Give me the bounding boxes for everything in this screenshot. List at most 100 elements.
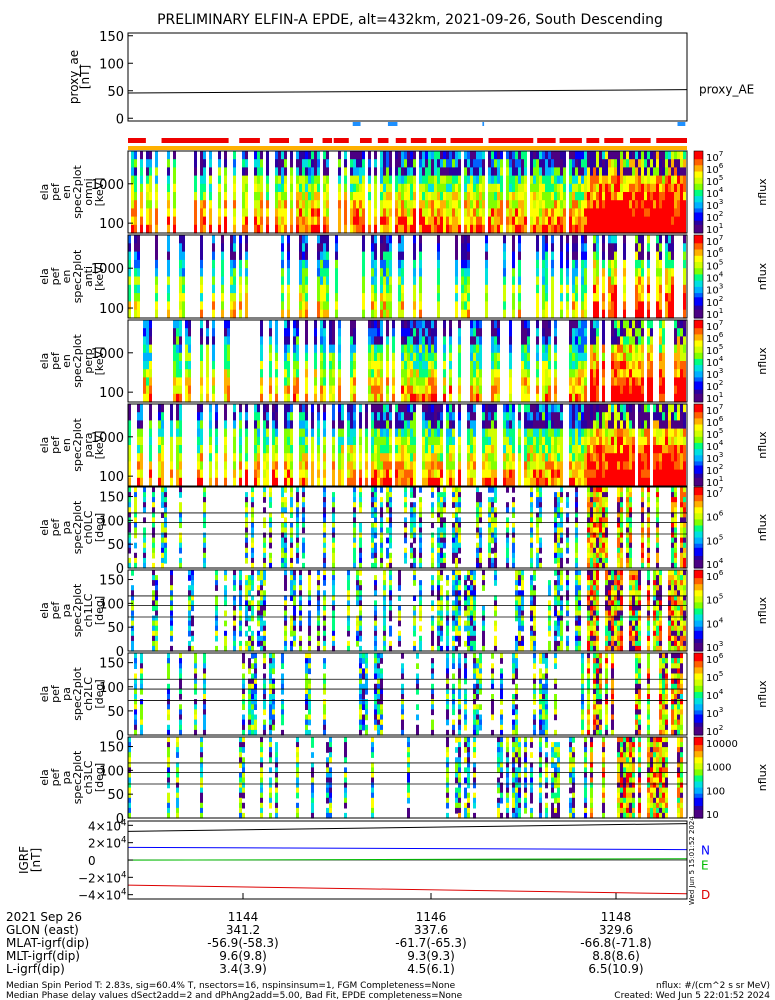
heatmap-cell	[596, 320, 599, 329]
heatmap-cell	[284, 167, 287, 177]
heatmap-cell	[380, 453, 383, 462]
heatmap-cell	[452, 477, 455, 487]
heatmap-cell	[578, 477, 581, 487]
heatmap-cell	[665, 284, 668, 294]
heatmap-cell	[644, 208, 647, 218]
heatmap-cell	[593, 235, 596, 244]
heatmap-cell	[410, 385, 413, 395]
heatmap-cell	[179, 377, 182, 387]
heatmap-cell	[179, 320, 182, 329]
heatmap-cell	[548, 224, 551, 234]
heatmap-cell	[521, 320, 524, 329]
heatmap-cell	[677, 200, 680, 209]
heatmap-cell	[275, 344, 278, 354]
heatmap-cell	[605, 183, 608, 193]
colorbar-swatch	[694, 230, 703, 234]
heatmap-cell	[149, 377, 152, 387]
heatmap-cell	[620, 151, 623, 160]
heatmap-cell	[446, 151, 449, 160]
heatmap-cell	[674, 436, 677, 446]
heatmap-cell	[212, 336, 215, 346]
heatmap-cell	[539, 151, 542, 160]
heatmap-cell	[656, 200, 659, 209]
heatmap-cell	[389, 412, 392, 421]
heatmap-cell	[659, 404, 662, 413]
panel-frame	[127, 403, 688, 487]
heatmap-cell	[251, 512, 254, 518]
heatmap-cell	[590, 361, 593, 370]
heatmap-cell	[158, 445, 161, 454]
heatmap-cell	[401, 393, 404, 403]
heatmap-cell	[374, 344, 377, 354]
heatmap-cell	[635, 344, 638, 354]
heatmap-cell	[677, 320, 680, 329]
heatmap-cell	[683, 420, 686, 430]
heatmap-cell	[290, 167, 293, 177]
heatmap-cell	[593, 192, 596, 201]
heatmap-cell	[416, 336, 419, 346]
heatmap-cell	[665, 404, 668, 413]
heatmap-cell	[554, 393, 557, 403]
heatmap-cell	[158, 436, 161, 446]
heatmap-cell	[386, 445, 389, 454]
heatmap-cells	[143, 320, 686, 403]
heatmap-cell	[413, 361, 416, 370]
heatmap-cell	[500, 208, 503, 218]
heatmap-cell	[656, 276, 659, 286]
heatmap-cell	[317, 151, 320, 160]
heatmap-cell	[533, 224, 536, 234]
heatmap-cell	[428, 385, 431, 395]
heatmap-cell	[431, 200, 434, 209]
heatmap-cell	[332, 352, 335, 362]
heatmap-cell	[548, 336, 551, 346]
heatmap-cells	[128, 235, 686, 319]
heatmap-cell	[383, 461, 386, 471]
heatmap-cell	[656, 259, 659, 269]
panel-ela_pef_pa_spec2plot_ch0LC: 150100500elapefpaspec2plotch0LC[deg]1071…	[38, 485, 769, 577]
heatmap-cell	[323, 200, 326, 209]
heatmap-cell	[653, 183, 656, 193]
heatmap-cell	[233, 243, 236, 253]
heatmap-cell	[413, 385, 416, 395]
heatmap-cell	[431, 224, 434, 234]
heatmap-cell	[374, 200, 377, 209]
heatmap-cell	[185, 352, 188, 362]
heatmap-cell	[215, 469, 218, 479]
heatmap-cell	[668, 167, 671, 177]
heatmap-cell	[623, 420, 626, 430]
heatmap-cell	[284, 420, 287, 430]
heatmap-cell	[629, 167, 632, 177]
heatmap-cell	[431, 192, 434, 201]
heatmap-cell	[134, 502, 137, 508]
heatmap-cell	[620, 393, 623, 403]
heatmap-cell	[614, 159, 617, 168]
heatmap-cell	[200, 268, 203, 278]
heatmap-cell	[260, 369, 263, 378]
heatmap-cell	[200, 436, 203, 446]
heatmap-cell	[587, 445, 590, 454]
heatmap-cell	[617, 336, 620, 346]
ytick-label: 1000	[91, 178, 124, 193]
heatmap-cell	[371, 352, 374, 362]
heatmap-cell	[668, 293, 671, 302]
heatmap-cell	[641, 336, 644, 346]
heatmap-cell	[251, 492, 254, 498]
heatmap-cell	[434, 159, 437, 168]
heatmap-cell	[386, 284, 389, 294]
heatmap-cell	[680, 404, 683, 413]
heatmap-cell	[194, 167, 197, 177]
proxy-ae-ylabel: proxy_ae[nT]	[67, 50, 92, 104]
heatmap-cell	[398, 259, 401, 269]
heatmap-cell	[536, 243, 539, 253]
heatmap-cell	[146, 320, 149, 329]
heatmap-cell	[524, 328, 527, 337]
heatmap-cell	[416, 352, 419, 362]
heatmap-cell	[617, 404, 620, 413]
heatmap-cell	[134, 497, 137, 503]
heatmap-cell	[644, 453, 647, 462]
heatmap-cell	[611, 200, 614, 209]
heatmap-cell	[650, 167, 653, 177]
heatmap-cell	[428, 151, 431, 160]
heatmap-cell	[233, 293, 236, 302]
heatmap-cell	[434, 461, 437, 471]
